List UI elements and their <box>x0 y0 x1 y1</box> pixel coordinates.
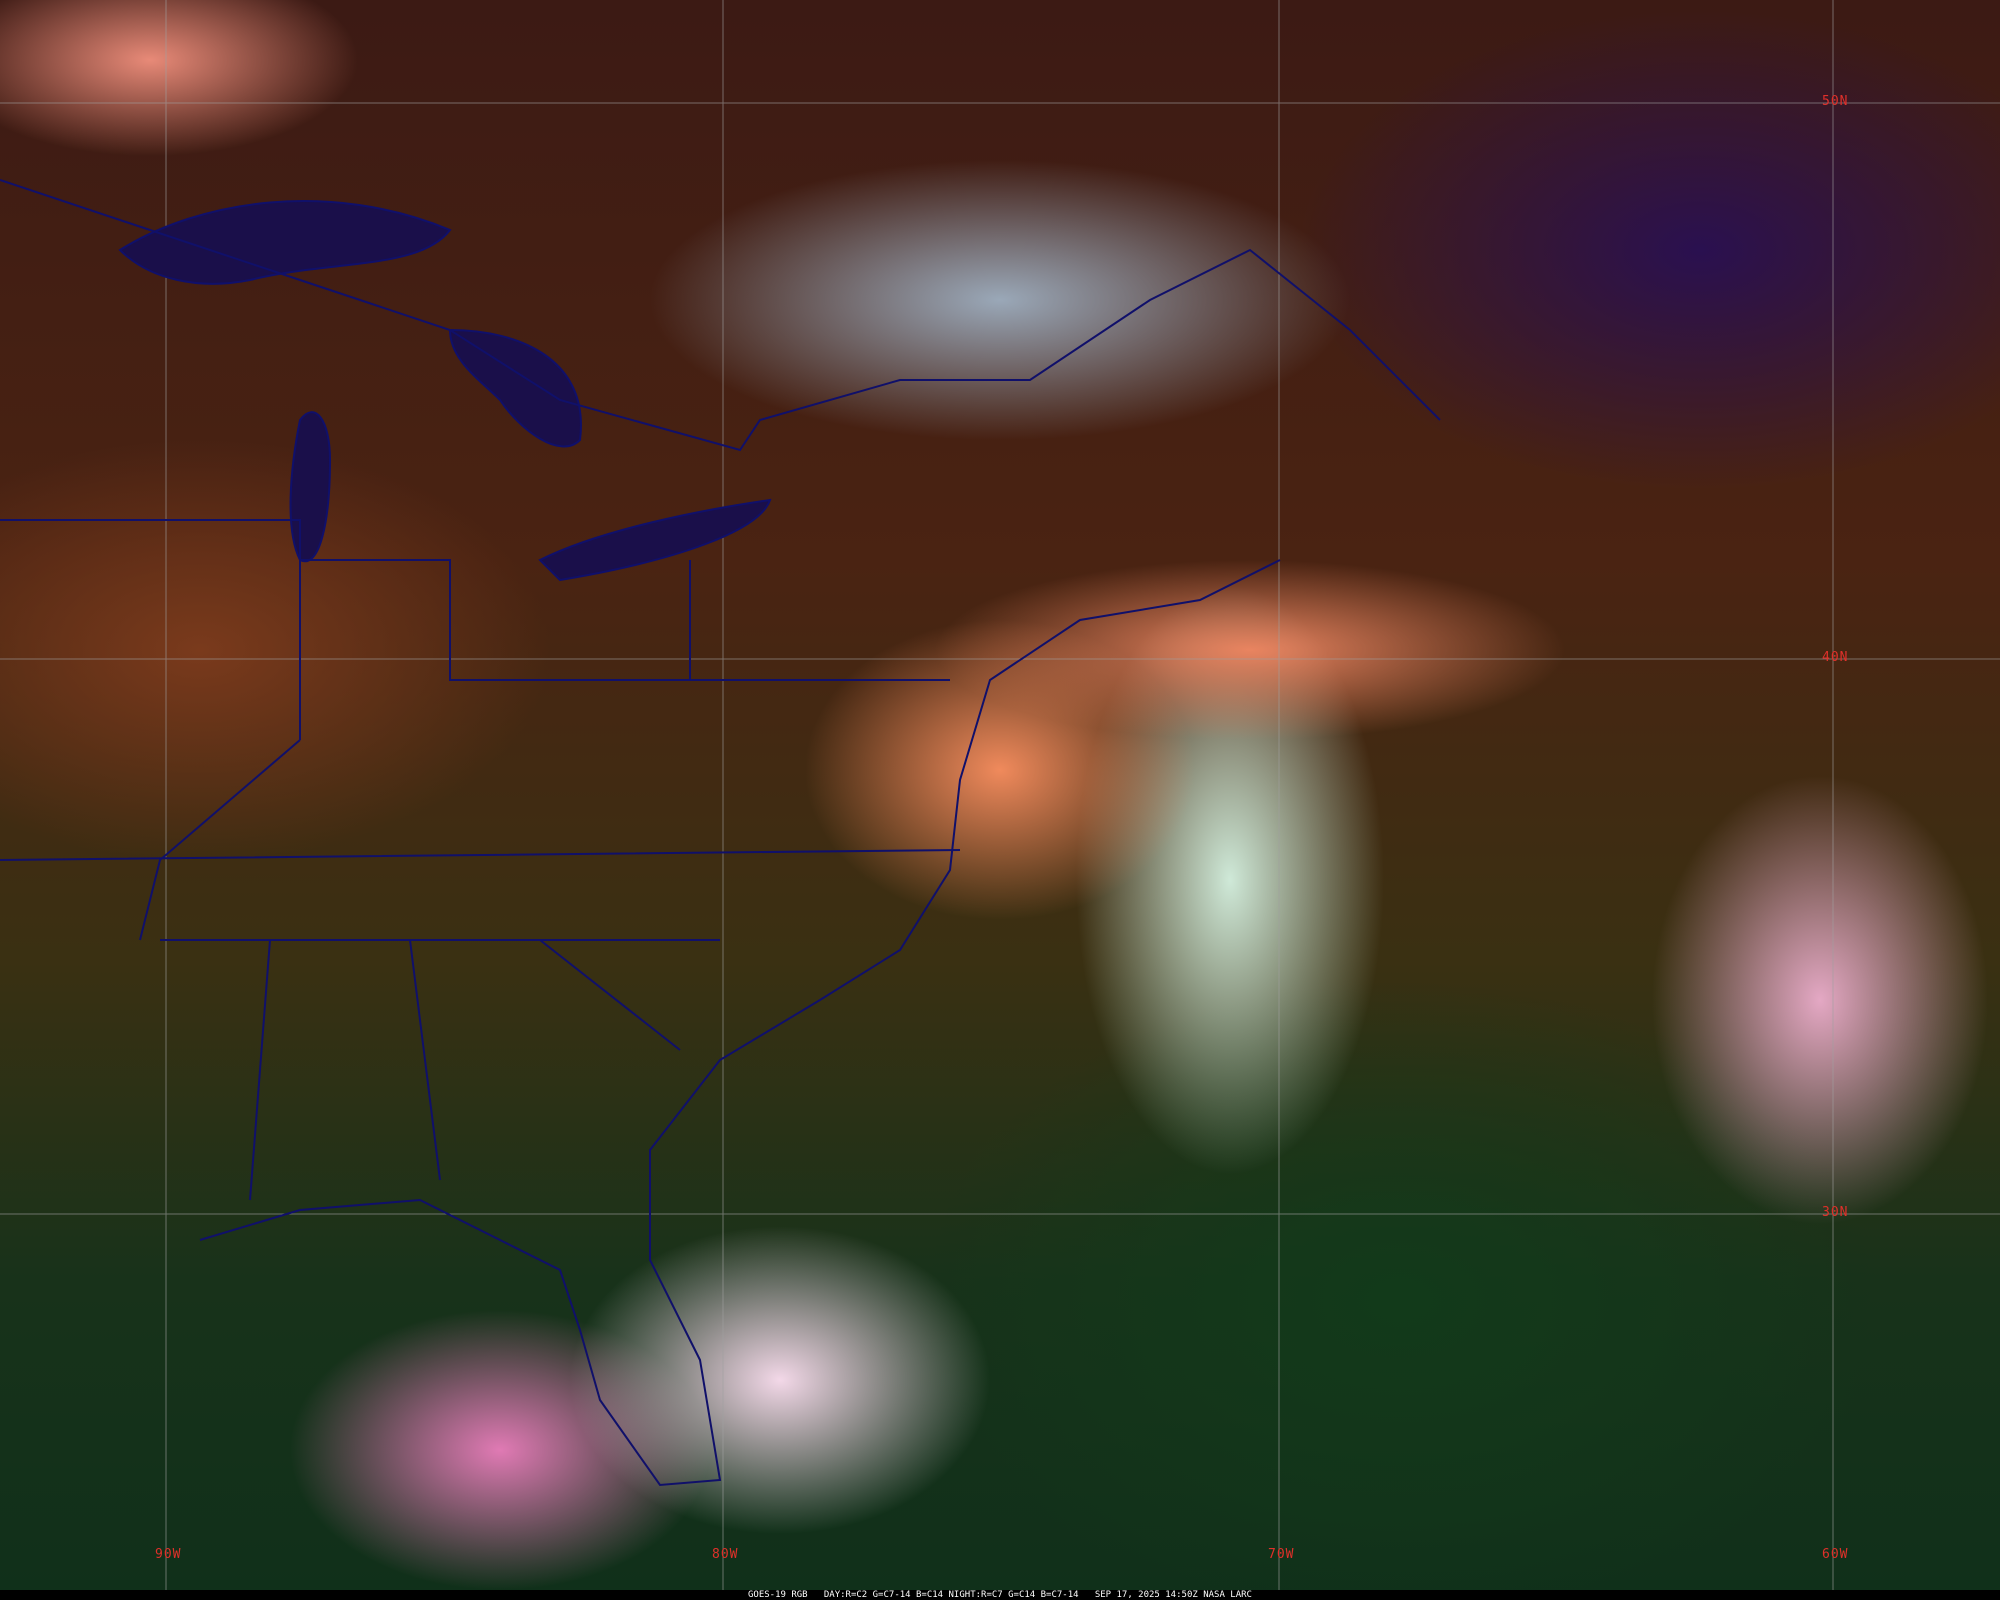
east-coast <box>199 559 1281 1487</box>
lake-michigan <box>289 411 332 563</box>
longitude-label-60w: 60W <box>1822 1547 1849 1562</box>
longitude-label-80w: 80W <box>712 1547 739 1562</box>
caption-product: GOES-19 RGB <box>748 1590 808 1600</box>
us-canada-border <box>0 179 1441 452</box>
longitude-label-70w: 70W <box>1268 1547 1295 1562</box>
caption-day-recipe: DAY:R=C2 G=C7-14 B=C14 <box>823 1590 944 1600</box>
latitude-label-40n: 40N <box>1822 650 1849 665</box>
longitude-label-90w: 90W <box>155 1547 182 1562</box>
boundaries <box>0 179 1441 1487</box>
lake-huron <box>448 328 582 448</box>
latitude-label-50n: 50N <box>1822 94 1849 109</box>
latitude-label-30n: 30N <box>1822 1205 1849 1220</box>
image-caption: GOES-19 RGB DAY:R=C2 G=C7-14 B=C14 NIGHT… <box>0 1590 2000 1600</box>
caption-timestamp: SEP 17, 2025 14:50Z <box>1094 1590 1198 1600</box>
caption-night-recipe: NIGHT:R=C7 G=C14 B=C7-14 <box>948 1590 1079 1600</box>
caption-credit: NASA LARC <box>1203 1590 1252 1600</box>
lake-erie <box>538 498 772 582</box>
state-lines <box>0 519 961 1201</box>
lake-superior <box>118 200 452 285</box>
